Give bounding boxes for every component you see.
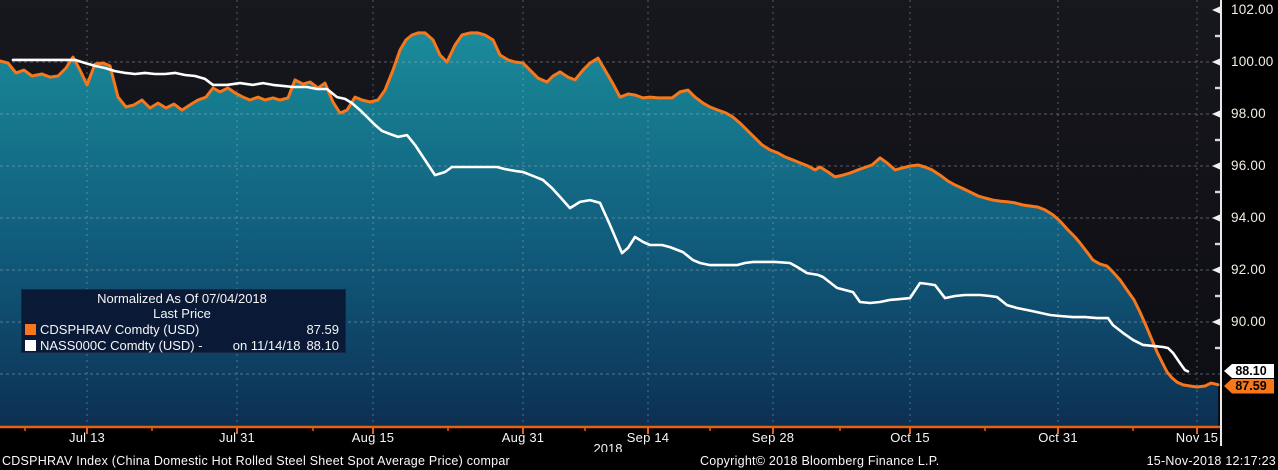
chart-legend[interactable]: Normalized As Of 07/04/2018 Last Price C… — [21, 289, 346, 353]
y-major-tick — [1212, 318, 1221, 326]
y-tick-label: 96.00 — [1231, 158, 1266, 173]
x-tick-label: Nov 15 — [1175, 430, 1219, 445]
y-tick-label: 94.00 — [1231, 210, 1266, 225]
x-tick-label: Oct 31 — [1038, 430, 1078, 445]
white-series-swatch-icon — [25, 340, 36, 351]
x-tick-label: Aug 15 — [351, 430, 395, 445]
legend-row-nass000c: NASS000C Comdty (USD) - on 11/14/18 88.1… — [25, 338, 339, 353]
y-tick-label: 102.00 — [1231, 2, 1274, 17]
security-description-text: CDSPHRAV Index (China Domestic Hot Rolle… — [2, 454, 510, 468]
cdsphrav-line — [0, 31, 1220, 389]
y-minor-tick — [1215, 138, 1221, 142]
y-tick-label: 90.00 — [1231, 314, 1266, 329]
y-axis-line — [1220, 0, 1222, 446]
x-tick-label: Oct 15 — [890, 430, 930, 445]
legend-series-value: 87.59 — [306, 322, 339, 337]
x-tick-label: Sep 28 — [751, 430, 795, 445]
legend-series-value: 88.10 — [306, 338, 339, 353]
orange-series-swatch-icon — [25, 324, 36, 335]
legend-subtitle: Last Price — [153, 306, 211, 321]
copyright-text: Copyright© 2018 Bloomberg Finance L.P. — [700, 454, 940, 468]
x-tick-label: Jul 13 — [69, 430, 105, 445]
legend-title: Normalized As Of 07/04/2018 — [97, 291, 267, 306]
legend-series-name: CDSPHRAV Comdty (USD) — [40, 322, 200, 337]
last-price-tag-nass000c: 88.10 — [1224, 364, 1274, 378]
y-major-tick — [1212, 58, 1221, 66]
legend-row-cdsphrav: CDSPHRAV Comdty (USD) 87.59 — [25, 322, 339, 337]
y-tick-label: 98.00 — [1231, 106, 1266, 121]
timestamp-text: 15-Nov-2018 12:17:23 — [1146, 454, 1276, 468]
y-minor-tick — [1215, 242, 1221, 246]
y-major-tick — [1212, 214, 1221, 222]
status-bar: CDSPHRAV Index (China Domestic Hot Rolle… — [0, 452, 1278, 470]
legend-series-name: NASS000C Comdty (USD) - — [40, 338, 203, 353]
last-price-tag-cdsphrav: 87.59 — [1224, 378, 1274, 394]
y-minor-tick — [1215, 34, 1221, 38]
x-tick-label: Aug 31 — [501, 430, 545, 445]
y-major-tick — [1212, 162, 1221, 170]
area-fill — [0, 32, 1218, 428]
y-minor-tick — [1215, 294, 1221, 298]
y-minor-tick — [1215, 86, 1221, 90]
legend-series-date-note: on 11/14/18 — [232, 338, 301, 353]
y-major-tick — [1212, 6, 1221, 14]
y-tick-label: 92.00 — [1231, 262, 1266, 277]
y-minor-tick — [1215, 190, 1221, 194]
x-tick-label: Sep 14 — [626, 430, 670, 445]
x-tick-label: Jul 31 — [219, 430, 255, 445]
nass000c-line — [11, 58, 1190, 373]
y-major-tick — [1212, 266, 1221, 274]
y-tick-label: 100.00 — [1231, 54, 1274, 69]
y-minor-tick — [1215, 346, 1221, 350]
y-major-tick — [1212, 110, 1221, 118]
